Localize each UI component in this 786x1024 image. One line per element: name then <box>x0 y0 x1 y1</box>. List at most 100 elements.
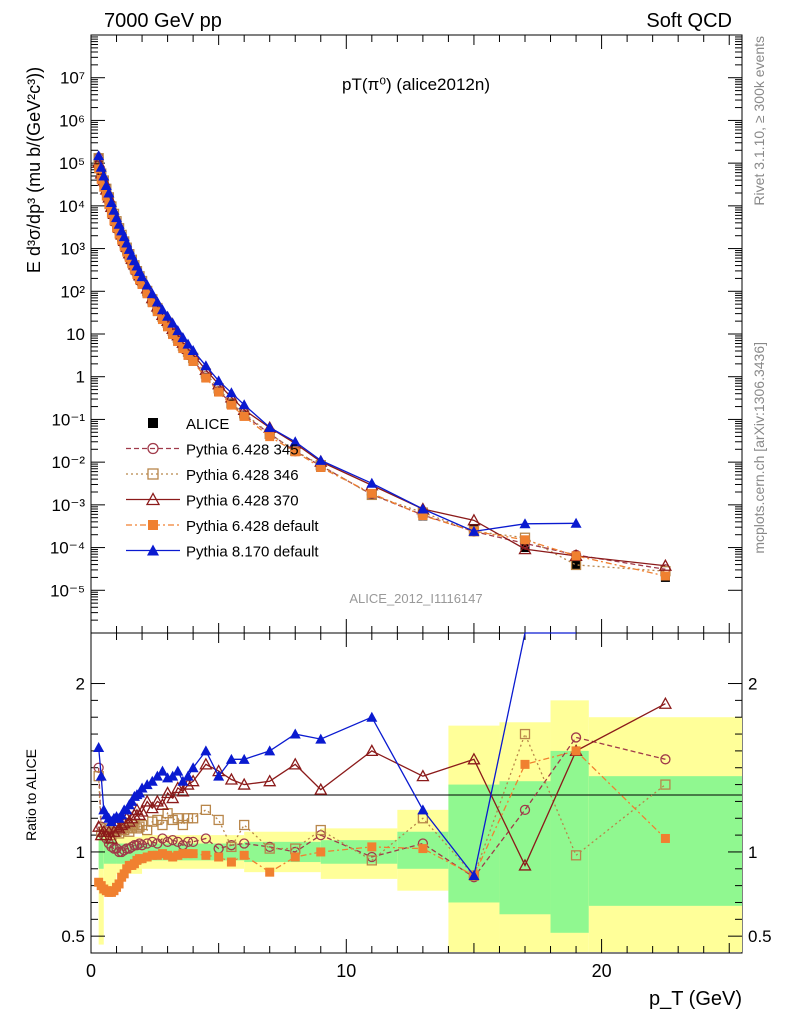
ratio-point <box>660 833 670 843</box>
ratio-point <box>200 833 212 844</box>
ratio-point <box>172 765 184 776</box>
ratio-line-4 <box>98 750 666 894</box>
ratio-point <box>129 840 140 851</box>
main-point <box>183 350 193 360</box>
main-line-4 <box>98 168 666 577</box>
main-y-tick-label: 10⁻¹ <box>51 410 85 429</box>
ratio-point <box>136 840 148 851</box>
main-point <box>571 551 581 561</box>
ratio-point <box>570 732 582 743</box>
ratio-point <box>104 831 119 844</box>
ratio-point <box>467 752 481 765</box>
x-axis: 0 10 20 <box>86 35 730 981</box>
main-point <box>214 387 224 397</box>
ratio-point <box>416 769 430 782</box>
ratio-point <box>188 849 198 859</box>
main-point <box>520 535 530 545</box>
main-point <box>98 170 110 181</box>
main-point <box>518 542 532 555</box>
main-y-tick-label: 10⁻³ <box>51 496 85 515</box>
ratio-point <box>93 742 105 753</box>
legend-marker <box>148 418 158 428</box>
ratio-point <box>142 838 153 849</box>
x-tick-label: 10 <box>336 961 356 981</box>
ratio-point <box>518 858 532 871</box>
main-point <box>213 375 225 386</box>
main-point <box>468 525 480 536</box>
inner-band-7 <box>448 784 500 903</box>
inner-band-8 <box>499 781 551 915</box>
main-point <box>225 387 237 398</box>
ratio-y-tick-label-right: 0.5 <box>748 927 772 946</box>
ratio-point <box>157 833 168 844</box>
ratio-point <box>658 696 673 709</box>
ratio-uncertainty-bands <box>98 700 742 952</box>
ratio-point <box>146 775 158 786</box>
analysis-tag: ALICE_2012_I1116147 <box>349 591 482 606</box>
ratio-point <box>519 728 531 740</box>
main-y-tick-label: 10⁻⁴ <box>50 539 85 558</box>
main-y-label: E d³σ/dp³ (mu b/(GeV²c³)) <box>24 67 44 273</box>
main-y-tick-label: 10⁴ <box>59 197 85 216</box>
main-point <box>151 296 163 307</box>
main-y-tick-label: 10⁷ <box>60 69 85 88</box>
main-point <box>570 517 582 528</box>
inner-band-9 <box>550 750 589 933</box>
ratio-point <box>151 770 163 781</box>
ratio-point <box>116 809 128 820</box>
ratio-point <box>172 836 183 847</box>
inner-band-4 <box>244 841 321 863</box>
header-left: 7000 GeV pp <box>104 10 222 32</box>
ratio-line-1 <box>98 736 666 879</box>
ratio-point <box>417 804 429 815</box>
legend-label: Pythia 6.428 default <box>186 518 319 535</box>
legend-label: ALICE <box>186 416 229 433</box>
ratio-point <box>163 850 173 860</box>
ratio-point <box>131 840 143 851</box>
main-y-tick-label: 1 <box>76 368 85 387</box>
legend-marker <box>147 442 159 455</box>
x-axis-label: p_T (GeV) <box>649 988 742 1010</box>
main-point <box>187 345 199 356</box>
main-point <box>108 204 120 215</box>
ratio-point <box>111 843 122 854</box>
main-point <box>660 571 670 581</box>
ratio-point <box>468 870 480 881</box>
ratio-point <box>214 852 224 862</box>
main-line-1 <box>98 157 666 570</box>
main-point <box>103 187 115 198</box>
ratio-point <box>156 765 168 776</box>
ratio-point <box>166 791 180 804</box>
ratio-point <box>367 842 377 852</box>
ratio-point <box>182 770 194 781</box>
ratio-point <box>213 770 225 781</box>
ratio-point <box>199 757 213 770</box>
main-point <box>93 150 105 161</box>
ratio-point <box>145 801 159 814</box>
ratio-point <box>140 794 154 807</box>
ratio-point <box>160 786 175 799</box>
main-point <box>162 310 174 321</box>
series-layer <box>92 150 673 897</box>
main-point <box>289 436 301 447</box>
header-right: Soft QCD <box>646 10 732 32</box>
ratio-point <box>137 854 147 864</box>
ratio-point <box>239 838 250 849</box>
main-point <box>152 307 162 317</box>
ratio-point <box>570 850 582 861</box>
ratio-point <box>224 772 239 785</box>
main-y-axis: 10⁻⁵ 10⁻⁴ 10⁻³ 10⁻² 10⁻¹ 1 10 10² 10³ 10⁴ 10⁵ 10⁶ 10… <box>50 36 742 621</box>
ratio-point <box>264 745 276 756</box>
ratio-point <box>519 804 531 815</box>
ratio-point <box>520 759 530 769</box>
ratio-point <box>238 753 250 764</box>
main-point <box>136 271 148 282</box>
main-point <box>265 432 275 442</box>
main-point <box>172 325 184 336</box>
legend-marker <box>148 520 158 530</box>
ratio-point <box>239 850 249 860</box>
main-point <box>95 161 107 172</box>
main-point <box>147 298 157 308</box>
mcplots-text: mcplots.cern.ch [arXiv:1306.3436] <box>751 342 767 554</box>
ratio-point <box>134 787 146 798</box>
